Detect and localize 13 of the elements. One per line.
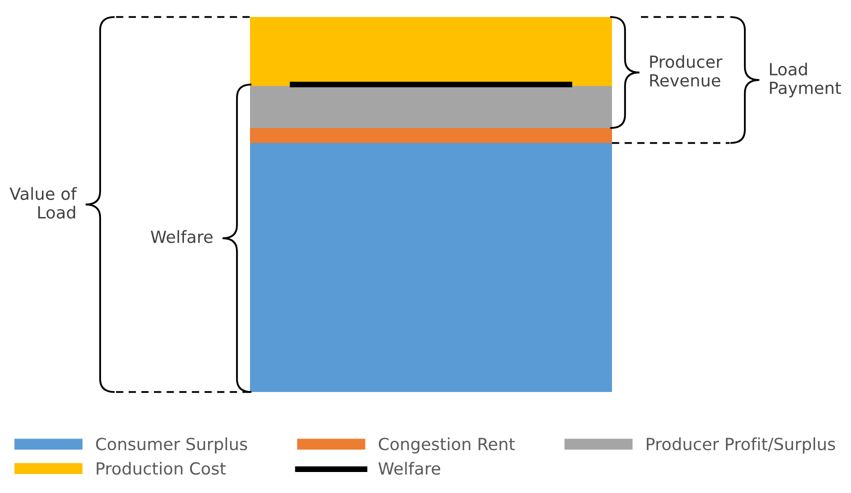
legend-label: Congestion Rent	[378, 437, 515, 454]
text: Value of Load	[10, 187, 77, 219]
text: Producer Revenue	[650, 55, 722, 87]
legend-label: Producer Profit/Surplus	[646, 437, 836, 454]
legend-label: Welfare	[378, 462, 440, 475]
legend-label: Consumer Surplus	[96, 437, 248, 454]
bar	[250, 17, 612, 86]
text: Load Payment	[770, 62, 841, 98]
bar	[250, 86, 612, 128]
text: Welfare	[150, 230, 213, 244]
legend-label: Production Cost	[96, 462, 226, 475]
bar	[250, 128, 612, 143]
bar	[250, 143, 612, 392]
